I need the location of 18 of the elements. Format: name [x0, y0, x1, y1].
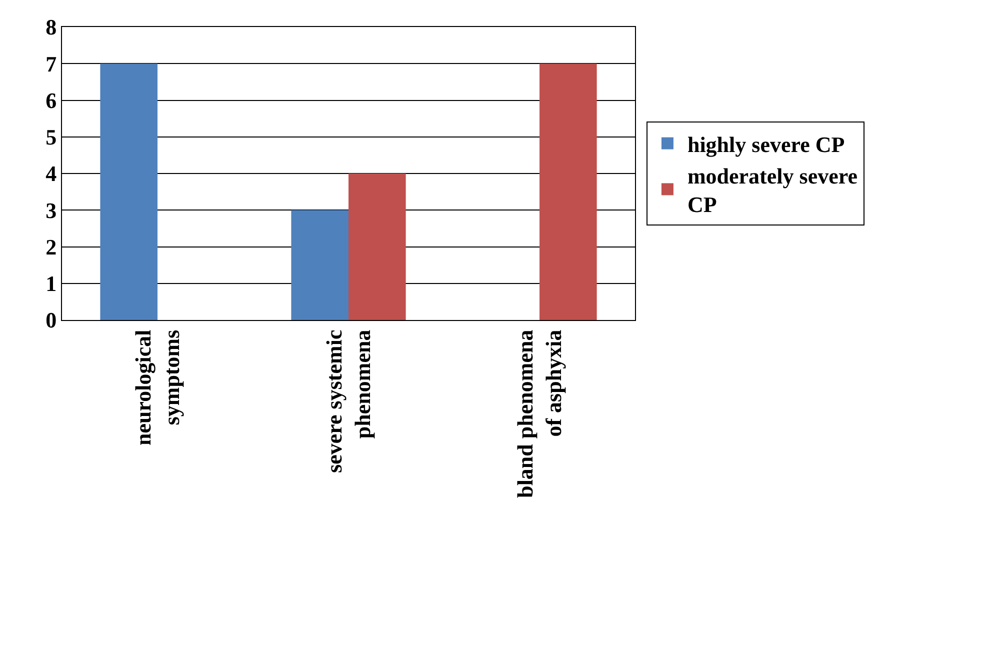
- y-tick-label: 6: [46, 88, 57, 113]
- x-tick-label: severe systemic phenomena: [321, 330, 375, 473]
- y-tick-label: 0: [46, 308, 57, 333]
- bar: [348, 174, 406, 320]
- legend-label: highly severe CP: [687, 132, 845, 157]
- bar: [100, 64, 158, 320]
- bar: [540, 64, 597, 320]
- y-tick-label: 1: [46, 271, 57, 296]
- y-tick-label: 3: [46, 198, 57, 223]
- x-tick-label: neurological symptoms: [130, 329, 184, 446]
- y-tick-label: 7: [46, 51, 57, 76]
- y-tick-label: 5: [46, 124, 57, 150]
- y-tick-label: 2: [46, 234, 57, 260]
- y-tick-label: 8: [46, 14, 57, 40]
- y-tick-label: 4: [46, 161, 57, 186]
- x-tick-label: bland phenomena of asphyxia: [512, 330, 566, 498]
- legend-label: moderately severe CP: [687, 163, 858, 218]
- bar: [291, 210, 348, 320]
